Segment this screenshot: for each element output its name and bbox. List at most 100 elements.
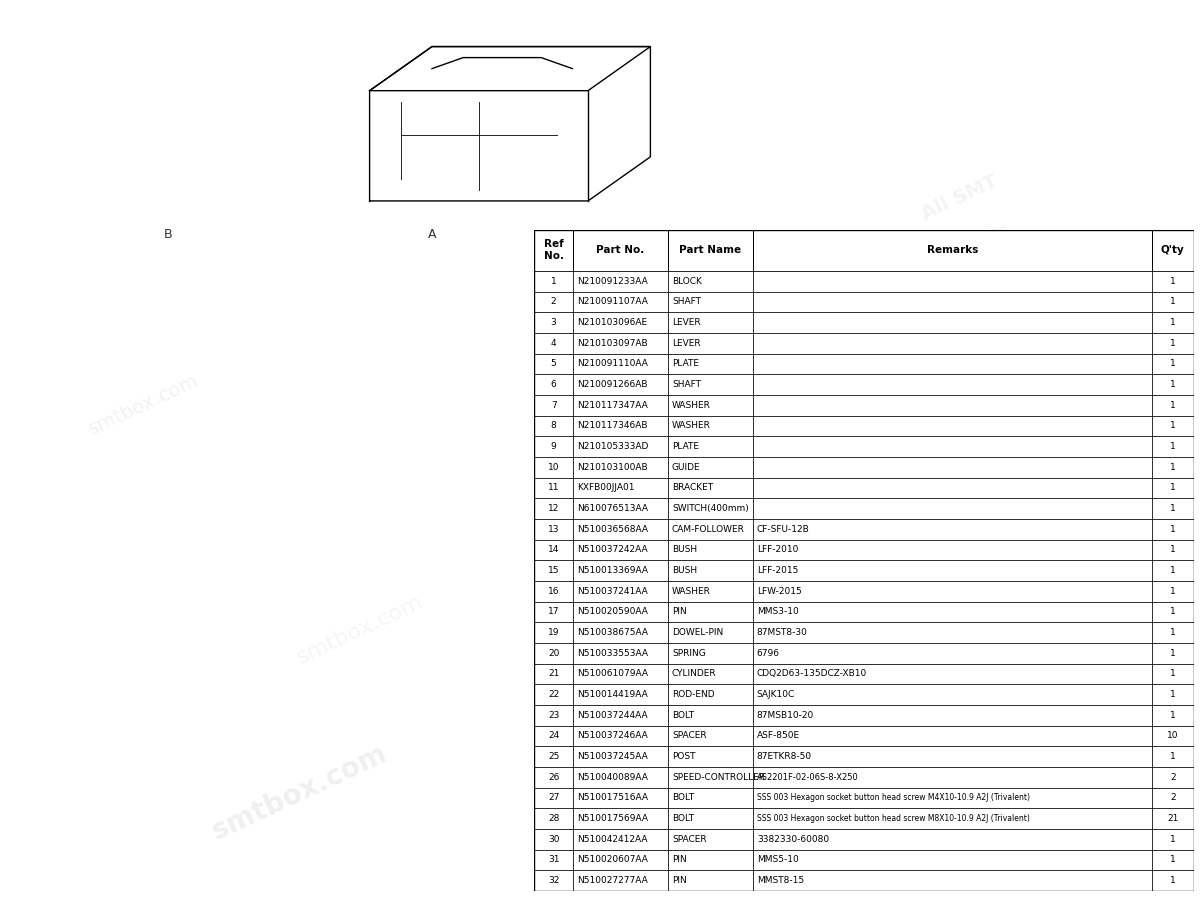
Text: 13: 13 xyxy=(548,525,559,534)
Text: N210117346AB: N210117346AB xyxy=(577,421,648,430)
Text: 9: 9 xyxy=(551,442,557,451)
Text: N510037245AA: N510037245AA xyxy=(577,752,648,761)
Bar xyxy=(668,457,752,478)
Text: 15: 15 xyxy=(548,566,559,575)
Text: 3382330-60080: 3382330-60080 xyxy=(757,835,829,844)
Bar xyxy=(668,292,752,312)
Text: N210105333AD: N210105333AD xyxy=(577,442,648,451)
Text: 21: 21 xyxy=(1168,814,1178,824)
Bar xyxy=(534,850,574,870)
Text: WASHER: WASHER xyxy=(672,421,710,430)
Bar xyxy=(752,333,1152,354)
Bar xyxy=(1152,684,1194,705)
Bar xyxy=(1152,705,1194,725)
Bar xyxy=(1152,560,1194,580)
Bar xyxy=(668,374,752,395)
Text: SHAFT: SHAFT xyxy=(672,297,701,306)
Text: 1: 1 xyxy=(1170,400,1176,410)
Bar xyxy=(534,499,574,519)
Text: SPACER: SPACER xyxy=(672,835,707,844)
Text: PLATE: PLATE xyxy=(672,359,698,368)
Text: 11: 11 xyxy=(548,483,559,492)
Bar xyxy=(752,436,1152,457)
Text: 1: 1 xyxy=(1170,442,1176,451)
Bar xyxy=(752,354,1152,374)
Bar xyxy=(1152,746,1194,767)
Bar xyxy=(668,705,752,725)
Bar xyxy=(752,416,1152,436)
Bar xyxy=(1152,499,1194,519)
Text: Ref
No.: Ref No. xyxy=(544,239,564,261)
Text: BUSH: BUSH xyxy=(672,545,697,554)
Bar xyxy=(752,684,1152,705)
Text: LEVER: LEVER xyxy=(672,338,701,347)
Text: WASHER: WASHER xyxy=(672,400,710,410)
Text: 1: 1 xyxy=(1170,690,1176,699)
Text: SSS 003 Hexagon socket button head screw M8X10-10.9 A2J (Trivalent): SSS 003 Hexagon socket button head screw… xyxy=(757,814,1030,824)
Bar xyxy=(1152,829,1194,850)
Text: 1: 1 xyxy=(1170,380,1176,389)
Bar xyxy=(574,312,668,333)
Bar xyxy=(752,292,1152,312)
Text: N210091107AA: N210091107AA xyxy=(577,297,648,306)
Text: 1: 1 xyxy=(1170,566,1176,575)
Bar xyxy=(668,312,752,333)
Text: MMS5-10: MMS5-10 xyxy=(757,856,799,865)
Bar xyxy=(574,499,668,519)
Text: 1: 1 xyxy=(1170,628,1176,637)
Text: 1: 1 xyxy=(1170,525,1176,534)
Bar xyxy=(1152,870,1194,891)
Text: 32: 32 xyxy=(548,877,559,886)
Bar xyxy=(534,354,574,374)
Bar xyxy=(752,580,1152,601)
Bar xyxy=(752,499,1152,519)
Text: 2: 2 xyxy=(551,297,557,306)
Bar xyxy=(534,808,574,829)
Bar xyxy=(1152,333,1194,354)
Bar xyxy=(534,436,574,457)
Bar xyxy=(534,374,574,395)
Bar xyxy=(668,499,752,519)
Text: N510013369AA: N510013369AA xyxy=(577,566,648,575)
Text: smtbox.com: smtbox.com xyxy=(85,371,203,439)
Text: N510033553AA: N510033553AA xyxy=(577,649,648,658)
Text: CDQ2D63-135DCZ-XB10: CDQ2D63-135DCZ-XB10 xyxy=(757,670,868,679)
Bar xyxy=(752,850,1152,870)
Bar xyxy=(752,746,1152,767)
Bar xyxy=(534,725,574,746)
Text: 1: 1 xyxy=(1170,587,1176,596)
Text: SSS 003 Hexagon socket button head screw M4X10-10.9 A2J (Trivalent): SSS 003 Hexagon socket button head screw… xyxy=(757,794,1030,803)
Text: BOLT: BOLT xyxy=(672,711,694,720)
Text: 12: 12 xyxy=(548,504,559,513)
Bar xyxy=(668,395,752,416)
Text: LFF-2015: LFF-2015 xyxy=(757,566,798,575)
Text: N510017516AA: N510017516AA xyxy=(577,794,648,803)
Bar xyxy=(534,312,574,333)
Text: 1: 1 xyxy=(1170,670,1176,679)
Text: smtbox.com: smtbox.com xyxy=(294,592,426,668)
Text: PIN: PIN xyxy=(672,856,686,865)
Bar xyxy=(534,230,574,271)
Bar xyxy=(752,808,1152,829)
Text: 2: 2 xyxy=(1170,773,1176,782)
Text: SPRING: SPRING xyxy=(672,649,706,658)
Bar xyxy=(574,271,668,292)
Bar xyxy=(668,746,752,767)
Bar xyxy=(574,478,668,499)
Text: Part Name: Part Name xyxy=(679,245,742,256)
Bar xyxy=(574,829,668,850)
Bar xyxy=(668,580,752,601)
Text: ASF-850E: ASF-850E xyxy=(757,732,800,741)
Text: MMS3-10: MMS3-10 xyxy=(757,608,799,616)
Bar xyxy=(534,705,574,725)
Bar xyxy=(574,354,668,374)
Bar xyxy=(1152,643,1194,663)
Bar xyxy=(752,312,1152,333)
Text: 87ETKR8-50: 87ETKR8-50 xyxy=(757,752,812,761)
Text: N510036568AA: N510036568AA xyxy=(577,525,648,534)
Text: ROD-END: ROD-END xyxy=(672,690,714,699)
Bar xyxy=(752,271,1152,292)
Text: PLATE: PLATE xyxy=(672,442,698,451)
Bar xyxy=(752,560,1152,580)
Text: N510020590AA: N510020590AA xyxy=(577,608,648,616)
